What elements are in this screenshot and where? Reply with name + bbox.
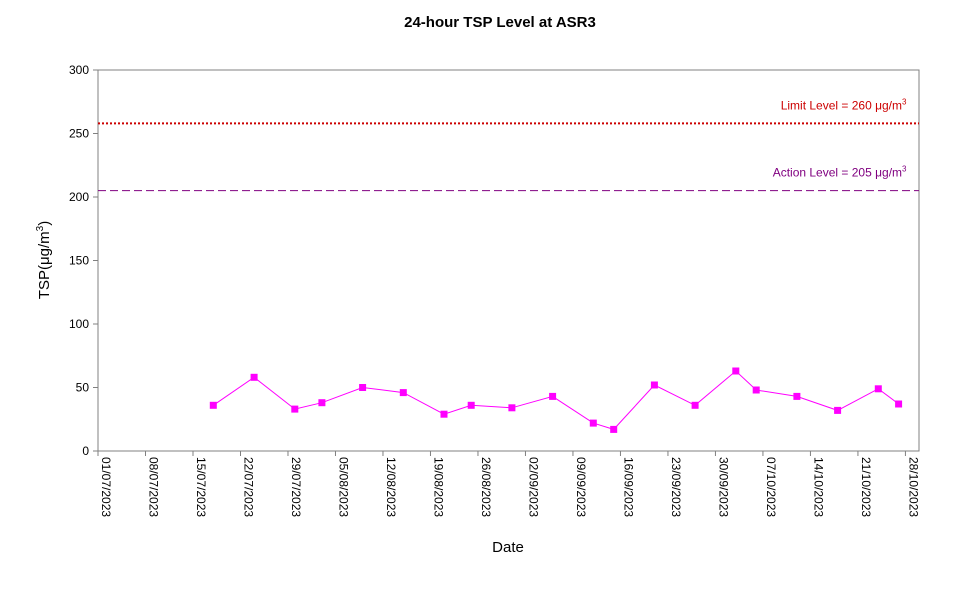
x-tick-label: 16/09/2023 bbox=[621, 457, 635, 517]
x-tick-label: 07/10/2023 bbox=[764, 457, 778, 517]
y-axis-title-unit: g/m bbox=[36, 231, 53, 256]
data-point-marker bbox=[467, 401, 475, 409]
data-point-marker bbox=[508, 404, 516, 412]
data-point-marker bbox=[291, 405, 299, 413]
data-point-marker bbox=[209, 401, 217, 409]
action-level-label-superscript: 3 bbox=[902, 165, 907, 174]
limit-level-label: Limit Level = 260 μg/m3 bbox=[781, 97, 907, 112]
limit-level-label-text: Limit Level = 260 bbox=[781, 98, 875, 112]
data-point-marker bbox=[610, 425, 618, 433]
y-axis-title: TSP(μg/m3) bbox=[35, 221, 53, 299]
x-axis-title: Date bbox=[492, 539, 524, 556]
data-point-marker bbox=[834, 406, 842, 414]
action-level-label-mu: μ bbox=[875, 166, 882, 180]
y-tick-label: 200 bbox=[69, 190, 89, 204]
data-point-marker bbox=[589, 419, 597, 427]
y-tick-label: 150 bbox=[69, 254, 89, 268]
data-point-marker bbox=[752, 386, 760, 394]
action-level-label-unit: g/m bbox=[882, 166, 902, 180]
data-series bbox=[209, 367, 903, 433]
x-tick-label: 22/07/2023 bbox=[241, 457, 255, 517]
x-tick-label: 09/09/2023 bbox=[574, 457, 588, 517]
data-point-marker bbox=[359, 384, 367, 391]
limit-level-label-mu: μ bbox=[875, 98, 882, 112]
data-point-marker bbox=[318, 399, 326, 407]
y-axis: 0 50 100 150 200 250 300 bbox=[69, 63, 98, 458]
x-tick-label: 12/08/2023 bbox=[384, 457, 398, 517]
y-tick-label: 100 bbox=[69, 317, 89, 331]
data-point-marker bbox=[250, 373, 258, 381]
y-axis-title-superscript: 3 bbox=[35, 225, 46, 231]
x-tick-label: 29/07/2023 bbox=[289, 457, 303, 517]
x-tick-label: 28/10/2023 bbox=[906, 457, 920, 517]
data-point-marker bbox=[440, 410, 448, 418]
x-tick-label: 19/08/2023 bbox=[431, 457, 445, 517]
x-axis: 01/07/2023 08/07/2023 15/07/2023 22/07/2023… bbox=[97, 451, 920, 517]
data-point-marker bbox=[549, 392, 557, 400]
x-tick-label: 01/07/2023 bbox=[99, 457, 113, 517]
data-point-marker bbox=[895, 400, 903, 408]
limit-level-label-superscript: 3 bbox=[902, 97, 907, 106]
data-point-marker bbox=[732, 367, 740, 375]
chart-title: 24-hour TSP Level at ASR3 bbox=[404, 14, 596, 31]
y-tick-label: 250 bbox=[69, 127, 89, 141]
y-tick-label: 300 bbox=[69, 63, 89, 77]
x-tick-label: 05/08/2023 bbox=[336, 457, 350, 517]
x-tick-label: 15/07/2023 bbox=[194, 457, 208, 517]
action-level-label-text: Action Level = 205 bbox=[773, 166, 875, 180]
y-axis-title-mu: μ bbox=[36, 256, 53, 265]
x-tick-label: 14/10/2023 bbox=[811, 457, 825, 517]
x-tick-label: 26/08/2023 bbox=[479, 457, 493, 517]
plot-area bbox=[97, 69, 920, 452]
x-tick-label: 08/07/2023 bbox=[146, 457, 160, 517]
data-point-marker bbox=[874, 385, 882, 393]
y-axis-title-suffix: ) bbox=[36, 221, 53, 226]
data-point-marker bbox=[650, 381, 658, 389]
x-tick-label: 23/09/2023 bbox=[669, 457, 683, 517]
x-tick-label: 02/09/2023 bbox=[526, 457, 540, 517]
y-tick-label: 0 bbox=[82, 444, 89, 458]
series-line bbox=[213, 370, 899, 430]
action-level-label: Action Level = 205 μg/m3 bbox=[773, 165, 907, 180]
x-tick-label: 30/09/2023 bbox=[716, 457, 730, 517]
data-point-marker bbox=[399, 389, 407, 397]
y-tick-label: 50 bbox=[76, 381, 90, 395]
data-point-marker bbox=[793, 392, 801, 400]
x-tick-label: 21/10/2023 bbox=[859, 457, 873, 517]
y-axis-title-prefix: TSP( bbox=[36, 265, 53, 299]
limit-level-label-unit: g/m bbox=[882, 98, 902, 112]
data-point-marker bbox=[691, 401, 699, 409]
